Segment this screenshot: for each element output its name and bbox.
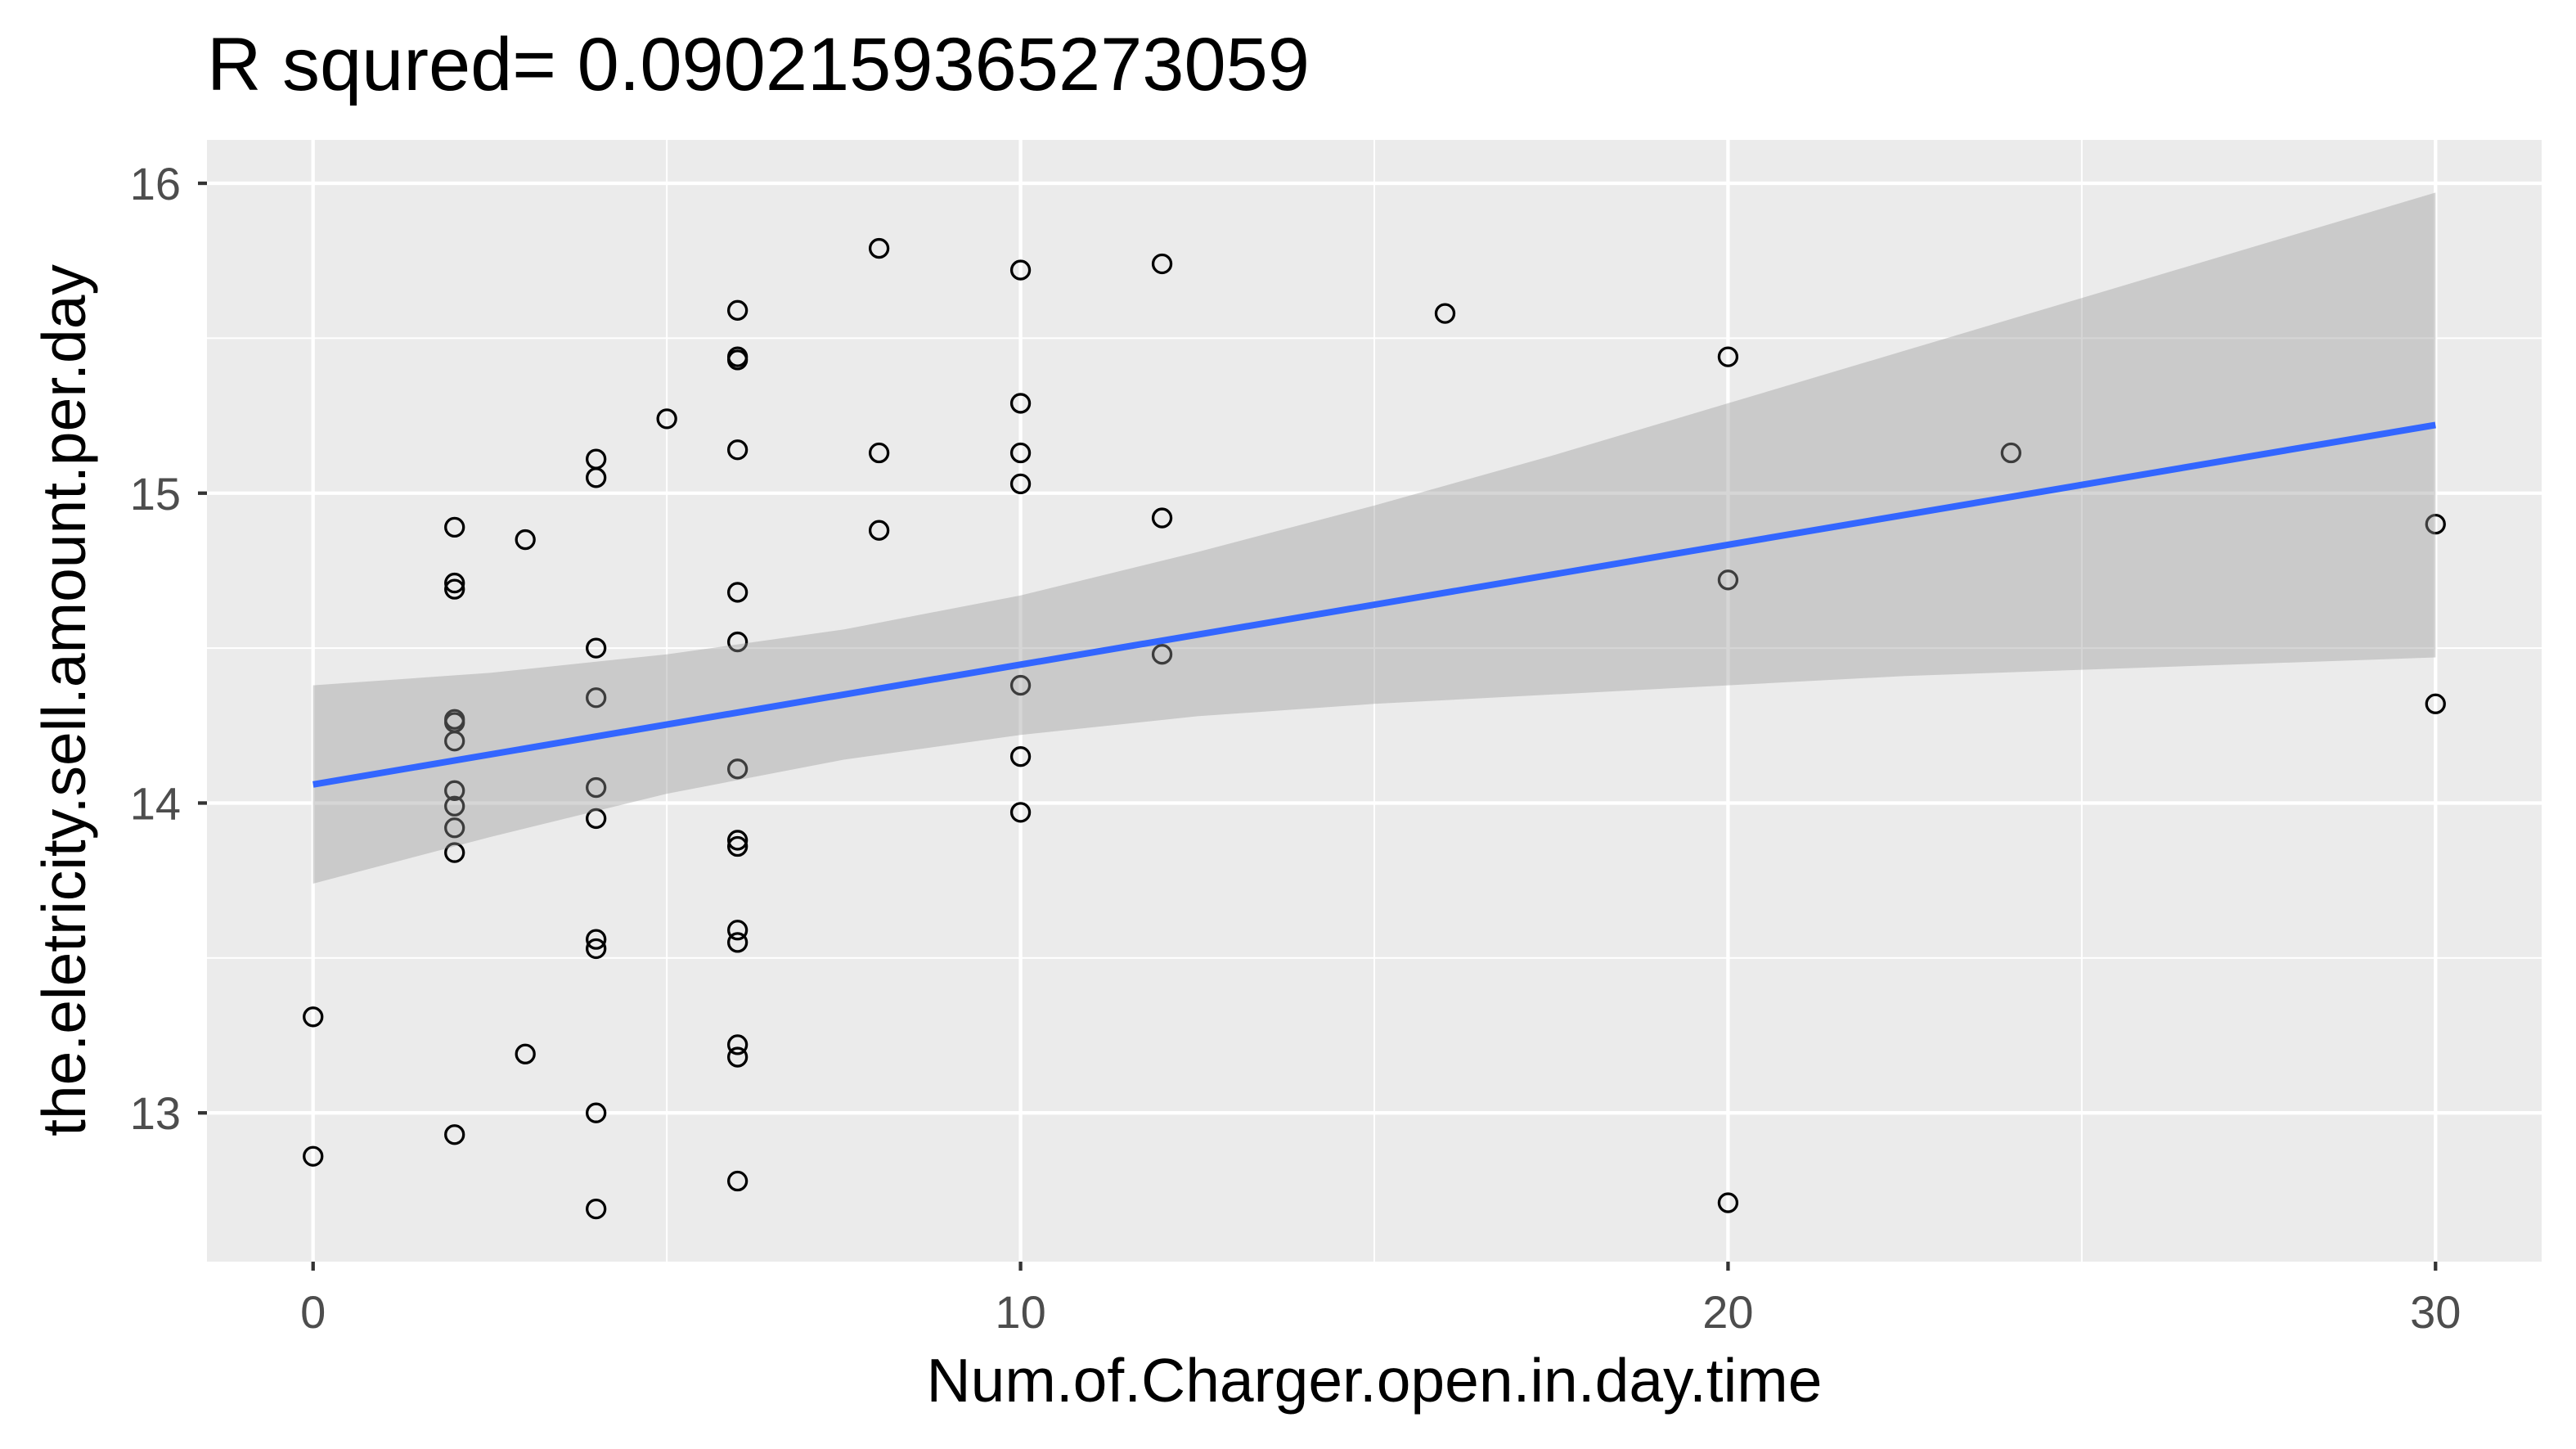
x-tick-label: 30 — [2410, 1286, 2461, 1338]
data-point — [726, 835, 749, 857]
y-tick-label: 14 — [130, 777, 181, 829]
data-point — [586, 637, 607, 659]
data-point — [1434, 303, 1456, 324]
data-point — [586, 808, 607, 830]
data-point — [726, 1170, 749, 1192]
data-point — [586, 1102, 607, 1123]
regression-line — [312, 421, 2436, 788]
data-point — [444, 578, 465, 600]
data-point — [726, 439, 749, 461]
data-point — [444, 1124, 465, 1145]
data-point — [726, 932, 749, 953]
data-point — [444, 572, 465, 594]
data-point — [2425, 513, 2446, 535]
grid-layer — [207, 140, 2542, 1262]
data-point — [1717, 569, 1739, 591]
data-point — [726, 582, 749, 603]
x-tick-label: 0 — [300, 1286, 326, 1338]
data-point — [726, 299, 749, 321]
data-point — [303, 1145, 324, 1167]
data-point — [726, 830, 749, 851]
data-point — [726, 349, 749, 371]
confidence-band — [312, 192, 2436, 884]
data-point — [868, 520, 890, 541]
data-point — [726, 1046, 749, 1068]
data-point — [586, 467, 607, 488]
data-point — [1009, 746, 1032, 767]
data-point — [444, 817, 465, 839]
data-point — [868, 442, 890, 464]
data-point — [586, 1198, 607, 1220]
data-point — [726, 758, 749, 780]
data-point — [2000, 442, 2022, 464]
data-point — [1009, 259, 1032, 281]
confidence-band-layer — [312, 192, 2436, 884]
y-tick-label: 15 — [130, 468, 181, 520]
y-tick-label: 13 — [130, 1087, 181, 1139]
data-point — [1009, 393, 1032, 414]
data-point — [444, 731, 465, 752]
data-point — [656, 408, 677, 430]
data-point — [1151, 644, 1173, 665]
data-point — [515, 529, 536, 551]
data-point — [726, 920, 749, 941]
data-point — [1717, 1192, 1739, 1213]
points-layer — [303, 237, 2446, 1220]
data-point — [1151, 507, 1173, 529]
y-axis-title: the.eletricity.sell.amount.per.day — [29, 264, 98, 1136]
data-point — [1151, 253, 1173, 275]
x-axis-title: Num.of.Charger.open.in.day.time — [926, 1346, 1822, 1415]
data-point — [515, 1043, 536, 1064]
data-point — [586, 938, 607, 960]
data-point — [586, 929, 607, 950]
x-tick-label: 10 — [995, 1286, 1045, 1338]
data-point — [1717, 346, 1739, 367]
data-point — [1009, 802, 1032, 823]
x-tick-label: 20 — [1702, 1286, 1753, 1338]
data-point — [2425, 693, 2446, 714]
data-point — [444, 780, 465, 801]
data-point — [1009, 442, 1032, 464]
data-point — [444, 795, 465, 817]
y-tick-label: 16 — [130, 158, 181, 209]
data-point — [586, 776, 607, 799]
chart-title: R squred= 0.0902159365273059 — [207, 23, 1310, 106]
axis-layer: 0 10 20 30 13 14 15 16 — [130, 158, 2461, 1338]
data-point — [1009, 674, 1032, 696]
data-point — [868, 237, 890, 259]
data-point — [726, 631, 749, 653]
data-point — [444, 516, 465, 538]
data-point — [726, 1034, 749, 1055]
data-point — [586, 687, 607, 709]
data-point — [444, 842, 465, 863]
data-point — [303, 1006, 324, 1028]
data-point — [1009, 473, 1032, 495]
regression-line-layer — [312, 421, 2436, 788]
